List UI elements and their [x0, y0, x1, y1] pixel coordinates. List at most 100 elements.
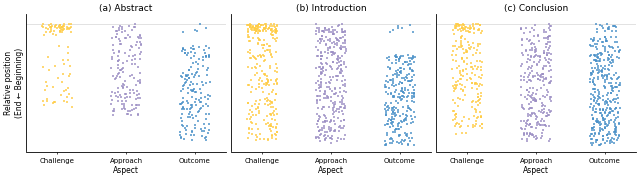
Point: [598, 107, 608, 110]
Point: [586, 71, 596, 74]
Point: [530, 50, 540, 53]
Point: [200, 52, 210, 54]
Point: [525, 79, 535, 82]
Point: [178, 101, 188, 103]
Point: [463, 29, 474, 32]
Point: [188, 87, 198, 90]
Point: [134, 104, 145, 107]
Point: [588, 126, 598, 129]
Point: [266, 101, 276, 104]
Point: [259, 26, 269, 29]
Point: [538, 120, 548, 123]
Point: [387, 106, 397, 109]
Point: [331, 109, 341, 112]
Point: [614, 122, 625, 125]
Point: [586, 53, 596, 56]
Point: [398, 91, 408, 94]
Point: [614, 89, 624, 92]
Point: [529, 113, 540, 115]
Point: [531, 127, 541, 129]
Point: [401, 133, 412, 136]
Point: [532, 122, 543, 124]
Point: [604, 46, 614, 49]
Point: [388, 118, 399, 120]
Point: [54, 45, 65, 47]
Point: [271, 126, 282, 129]
Point: [380, 85, 390, 88]
Point: [609, 101, 620, 104]
Point: [453, 80, 463, 83]
Point: [186, 73, 196, 76]
Point: [314, 134, 324, 137]
Point: [461, 50, 472, 53]
Point: [314, 129, 324, 132]
Point: [456, 35, 467, 38]
Point: [316, 78, 326, 81]
Point: [324, 64, 335, 67]
Point: [51, 24, 61, 27]
Point: [136, 37, 146, 40]
Point: [529, 43, 540, 46]
Point: [398, 95, 408, 98]
Point: [390, 114, 401, 117]
Point: [408, 56, 419, 59]
Point: [533, 74, 543, 77]
Point: [458, 26, 468, 28]
Point: [466, 66, 476, 68]
Point: [131, 106, 141, 109]
Point: [598, 138, 608, 141]
Point: [588, 87, 598, 90]
Point: [525, 122, 535, 125]
Point: [381, 142, 391, 145]
Point: [602, 22, 612, 25]
Point: [63, 58, 74, 61]
Point: [399, 67, 410, 70]
Point: [328, 33, 338, 36]
Point: [461, 30, 471, 33]
Point: [522, 37, 532, 40]
Point: [608, 58, 618, 61]
Point: [394, 25, 404, 28]
Point: [395, 55, 405, 58]
Point: [596, 69, 606, 72]
Point: [383, 92, 393, 95]
Point: [195, 108, 205, 111]
Point: [545, 68, 556, 71]
Point: [178, 107, 188, 109]
Point: [388, 111, 399, 113]
Point: [324, 125, 334, 128]
Point: [317, 108, 328, 111]
Point: [201, 27, 211, 30]
Point: [330, 51, 340, 54]
Point: [59, 24, 69, 27]
Point: [201, 135, 211, 138]
Point: [449, 33, 459, 36]
Point: [476, 69, 486, 72]
Point: [117, 26, 127, 29]
Point: [46, 28, 56, 31]
Point: [317, 62, 327, 65]
Point: [340, 83, 350, 86]
Point: [527, 70, 538, 73]
Point: [531, 99, 541, 102]
Point: [602, 75, 612, 78]
Point: [466, 27, 476, 30]
Point: [261, 27, 271, 30]
Point: [390, 112, 401, 115]
Point: [593, 55, 603, 58]
Point: [456, 73, 466, 76]
Point: [316, 83, 326, 86]
Point: [451, 45, 461, 47]
Point: [254, 29, 264, 32]
Point: [271, 131, 282, 134]
Point: [523, 57, 533, 60]
Point: [118, 70, 128, 73]
Point: [245, 23, 255, 26]
Point: [474, 85, 484, 88]
Point: [246, 120, 256, 123]
Point: [544, 114, 554, 117]
Point: [268, 30, 278, 32]
Point: [271, 127, 281, 129]
Point: [592, 54, 602, 57]
Point: [401, 134, 412, 136]
